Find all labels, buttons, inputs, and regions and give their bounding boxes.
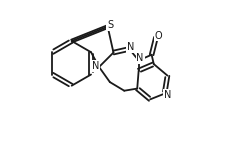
Text: O: O xyxy=(155,31,162,41)
Text: N: N xyxy=(127,42,134,52)
Text: S: S xyxy=(107,20,113,30)
Text: N: N xyxy=(92,61,99,71)
Text: N: N xyxy=(164,90,171,100)
Text: N: N xyxy=(137,53,144,63)
